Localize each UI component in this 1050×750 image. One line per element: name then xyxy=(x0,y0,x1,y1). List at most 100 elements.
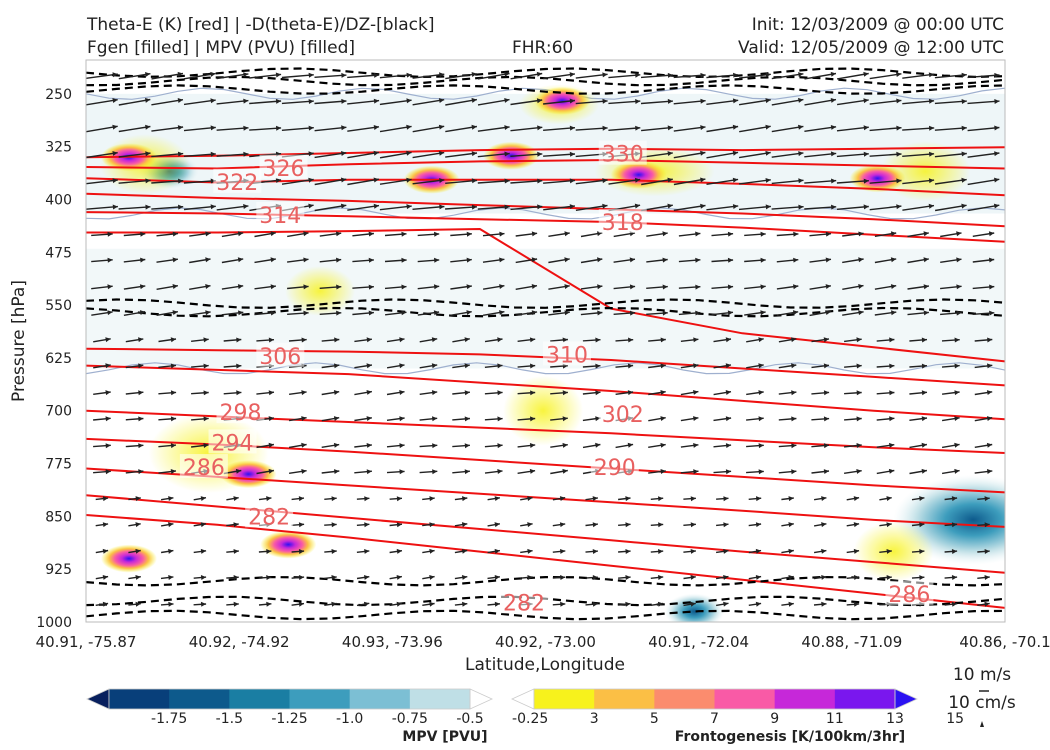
colorbar-tick-label: 3 xyxy=(590,711,599,727)
wind-vector-head xyxy=(700,203,706,209)
wind-vector xyxy=(869,153,902,157)
wind-vector-head xyxy=(431,390,438,396)
wind-vector-head xyxy=(237,231,244,237)
wind-legend-vertical: 10 cm/s xyxy=(948,693,1016,713)
wind-vector-head xyxy=(168,575,174,580)
wind-vector xyxy=(640,74,673,79)
wind-vector-head xyxy=(396,522,402,528)
colorbar-tick-label: -1.75 xyxy=(151,711,187,727)
wind-vector xyxy=(804,179,837,184)
wind-vector-head xyxy=(890,284,897,289)
wind-vector-head xyxy=(112,178,118,184)
wind-vector-head xyxy=(401,231,407,237)
wind-vector-head xyxy=(433,284,440,290)
wind-vector-head xyxy=(233,549,239,554)
wind-vector-head xyxy=(595,390,601,396)
wind-vector xyxy=(608,100,641,105)
wind-vector xyxy=(967,152,1000,158)
wind-vector xyxy=(771,98,804,106)
wind-vector-head xyxy=(466,231,472,237)
wind-vector-head xyxy=(341,125,347,131)
theta-e-contour-318 xyxy=(86,192,1005,228)
y-axis-ticks: 250 325 400 475 550 625 700 775 850 925 1000 xyxy=(36,87,72,631)
wind-vector xyxy=(151,99,184,106)
theta-e-label-background xyxy=(245,503,294,528)
wind-vector-head xyxy=(564,231,570,237)
wind-vector-head xyxy=(298,496,304,502)
wind-vector-head xyxy=(527,496,533,501)
wind-vector-head xyxy=(562,416,568,422)
wind-vector-head xyxy=(627,442,634,448)
wind-vector-head xyxy=(439,178,445,183)
wind-vector-head xyxy=(499,257,505,263)
wind-vector-head xyxy=(562,442,568,448)
colorbar-extend-high xyxy=(894,688,918,710)
wind-vector-head xyxy=(399,469,405,475)
wind-vector-head xyxy=(986,442,993,448)
wind-vector-head xyxy=(886,575,892,580)
wind-vector-head xyxy=(527,522,533,528)
wind-vector-head xyxy=(896,125,902,131)
wind-vector-head xyxy=(919,496,925,501)
wind-vector-head xyxy=(308,203,314,209)
wind-vector xyxy=(706,178,739,185)
colorbar-frame xyxy=(108,688,471,710)
wind-vector-head xyxy=(298,549,305,554)
wind-vector-head xyxy=(334,363,340,369)
wind-vector-head xyxy=(760,284,766,290)
wind-vector-head xyxy=(592,549,598,554)
wind-vector-head xyxy=(690,549,696,554)
wind-vector-head xyxy=(233,496,239,501)
wind-vector-head xyxy=(308,125,314,131)
wind-vector-head xyxy=(625,496,631,502)
wind-vector-head xyxy=(431,363,438,369)
wind-vector-head xyxy=(107,231,113,237)
wind-vector-head xyxy=(853,522,860,528)
wind-vector-head xyxy=(725,443,732,448)
wind-vector-head xyxy=(821,496,827,501)
wind-vector-head xyxy=(951,496,958,502)
wind-vector xyxy=(673,178,706,186)
wind-vector-head xyxy=(499,231,505,237)
wind-vector-head xyxy=(401,257,407,263)
wind-vector xyxy=(477,98,510,106)
wind-vector xyxy=(673,126,706,132)
wind-vector-head xyxy=(168,522,174,528)
theta-e-label: 286 xyxy=(888,583,930,608)
wind-vector-head xyxy=(434,231,440,237)
wind-vector-head xyxy=(308,177,314,183)
wind-vector xyxy=(836,205,869,210)
wind-vector-head xyxy=(695,231,701,237)
wind-vector xyxy=(706,125,739,133)
wind-vector-head xyxy=(366,390,372,395)
wind-vector xyxy=(967,126,1000,132)
wind-vector xyxy=(86,179,118,185)
wind-vector-head xyxy=(831,204,837,210)
wind-vector xyxy=(967,204,1000,212)
wind-vector xyxy=(575,73,608,79)
wind-vector-head xyxy=(765,204,771,210)
wind-vector-head xyxy=(755,601,762,607)
wind-vector-head xyxy=(336,284,342,290)
wind-vector-head xyxy=(301,442,307,448)
wind-vector-head xyxy=(660,416,666,421)
wind-vector-head xyxy=(635,72,641,78)
wind-vector-head xyxy=(856,390,862,396)
wind-vector-head xyxy=(170,469,176,474)
wind-vector-head xyxy=(602,72,608,78)
wind-vector-head xyxy=(853,548,860,554)
mpv-contour-line xyxy=(86,207,1005,220)
wind-vector-head xyxy=(210,151,216,157)
wind-vector xyxy=(379,99,412,106)
wind-vector-head xyxy=(140,257,146,263)
wind-vector-head xyxy=(138,469,144,475)
wind-vector-head xyxy=(105,390,111,396)
wind-vector-head xyxy=(399,390,405,395)
wind-vector-head xyxy=(700,150,706,156)
wind-vector-head xyxy=(695,284,701,290)
wind-vector-head xyxy=(303,284,309,290)
wind-vector-head xyxy=(994,177,1000,183)
theta-e-contour-282 xyxy=(86,514,1005,609)
wind-vector xyxy=(934,127,967,131)
